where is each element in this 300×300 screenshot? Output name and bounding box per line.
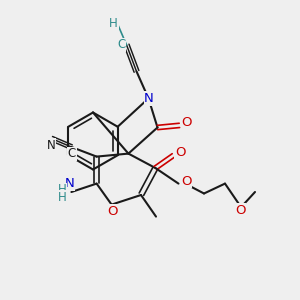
Text: O: O [235,203,245,217]
Text: C: C [117,38,125,52]
Text: N: N [144,92,154,105]
Text: N: N [46,139,56,152]
Text: H: H [57,183,66,196]
Text: H: H [109,17,118,31]
Text: O: O [175,146,185,160]
Text: O: O [181,175,191,188]
Text: O: O [107,205,118,218]
Text: N: N [65,177,75,190]
Text: C: C [68,147,76,160]
Text: O: O [182,116,192,130]
Text: H: H [57,191,66,204]
